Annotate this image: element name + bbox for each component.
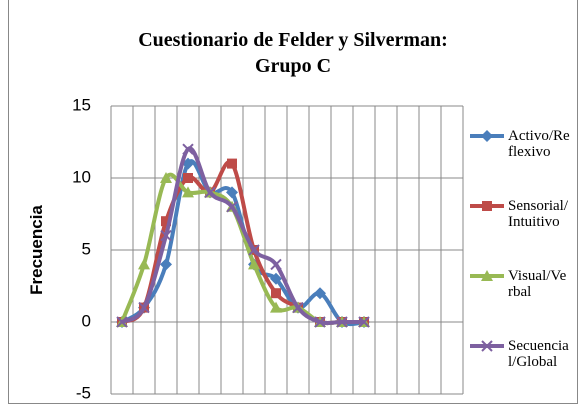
- marker: [160, 258, 172, 271]
- y-axis-title: Frecuencia: [27, 205, 46, 295]
- chart-frame: [8, 0, 578, 404]
- marker: [292, 301, 304, 314]
- legend-label: Secuencial/Global: [508, 338, 569, 370]
- marker: [204, 186, 216, 199]
- marker: [482, 201, 492, 211]
- marker: [271, 288, 281, 299]
- marker: [314, 316, 326, 328]
- y-tick-label: 15: [72, 95, 91, 114]
- marker: [270, 272, 282, 285]
- marker: [183, 173, 193, 183]
- legend-label: Sensorial/Intuitivo: [508, 198, 568, 230]
- marker: [358, 316, 370, 328]
- marker: [160, 229, 172, 242]
- legend-label: Visual/Verbal: [508, 268, 567, 300]
- marker: [138, 301, 150, 314]
- marker: [182, 186, 194, 198]
- y-tick-label: -5: [76, 383, 91, 402]
- marker: [481, 270, 493, 281]
- legend-label: Activo/Reflexivo: [508, 128, 570, 160]
- marker: [138, 258, 150, 270]
- chart-title: Cuestionario de Felder y Silverman: Grupo…: [138, 29, 448, 77]
- marker: [116, 316, 128, 328]
- marker: [248, 258, 260, 270]
- marker: [270, 258, 282, 271]
- marker: [182, 143, 194, 155]
- y-tick-label: 0: [82, 311, 91, 330]
- marker: [270, 301, 282, 313]
- y-tick-label: 5: [82, 239, 91, 258]
- marker: [226, 186, 238, 199]
- marker: [226, 201, 238, 213]
- marker: [314, 287, 326, 300]
- marker: [336, 316, 348, 328]
- marker: [481, 130, 493, 142]
- marker: [481, 340, 493, 352]
- marker: [227, 158, 237, 169]
- y-tick-label: 10: [72, 167, 91, 186]
- marker: [160, 172, 172, 183]
- marker: [161, 216, 171, 227]
- marker: [248, 244, 260, 256]
